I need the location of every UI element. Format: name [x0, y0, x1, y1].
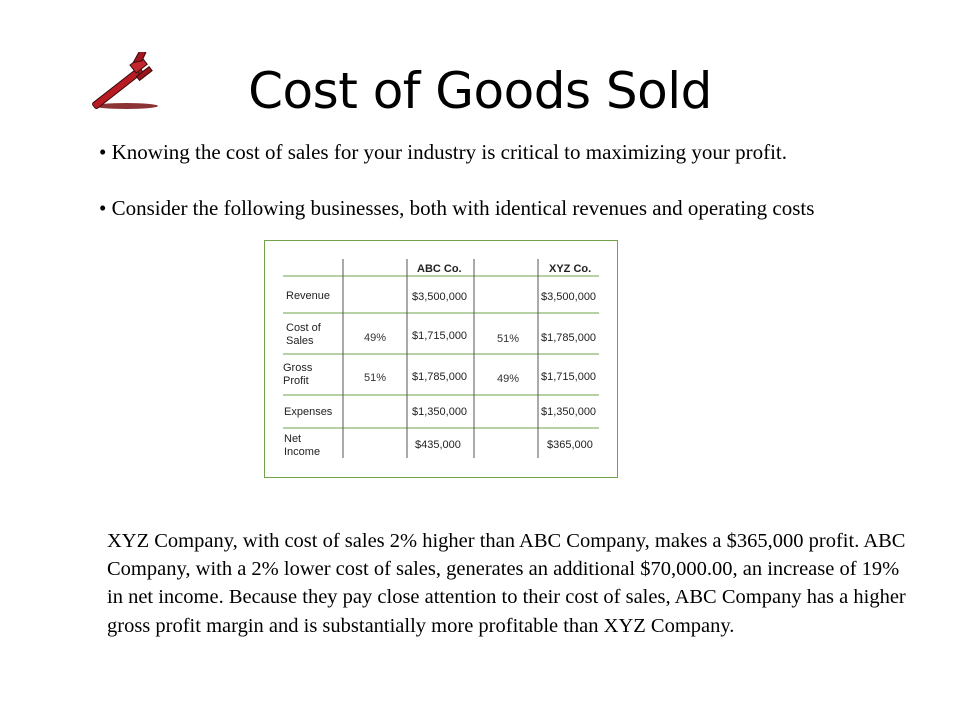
xyz-value: $365,000 — [547, 439, 593, 451]
xyz-percent: 51% — [497, 333, 520, 345]
xyz-value: $1,350,000 — [541, 406, 597, 418]
abc-percent: 51% — [364, 372, 387, 384]
bullet-point: • Knowing the cost of sales for your ind… — [99, 140, 787, 164]
abc-value: $1,785,000 — [412, 371, 468, 383]
abc-value: $1,350,000 — [412, 406, 468, 418]
bullet-text: Knowing the cost of sales for your indus… — [111, 140, 787, 164]
row-label: Net Income — [284, 433, 321, 458]
abc-value: $1,715,000 — [412, 330, 468, 342]
bullet-point: • Consider the following businesses, bot… — [99, 196, 815, 220]
row-label: Expenses — [284, 406, 333, 418]
xyz-percent: 49% — [497, 373, 520, 385]
bullet-text: Consider the following businesses, both … — [111, 196, 815, 220]
header-xyz: XYZ Co. — [549, 263, 592, 275]
row-label: Cost of Sales — [286, 322, 321, 347]
row-label: Revenue — [286, 290, 331, 302]
xyz-value: $1,785,000 — [541, 332, 597, 344]
pipe-wrench-icon — [92, 52, 158, 110]
xyz-value: $1,715,000 — [541, 371, 597, 383]
table-grid-lines — [283, 259, 599, 458]
row-label: Gross Profit — [283, 362, 313, 387]
abc-value: $3,500,000 — [412, 291, 468, 303]
page-title: Cost of Goods Sold — [248, 62, 712, 120]
abc-value: $435,000 — [415, 439, 461, 451]
xyz-value: $3,500,000 — [541, 291, 597, 303]
comparison-table: ABC Co. XYZ Co. Revenue $3,500,000 $3,50… — [264, 240, 618, 478]
summary-paragraph: XYZ Company, with cost of sales 2% highe… — [107, 530, 906, 637]
abc-percent: 49% — [364, 332, 387, 344]
header-abc: ABC Co. — [417, 263, 462, 275]
